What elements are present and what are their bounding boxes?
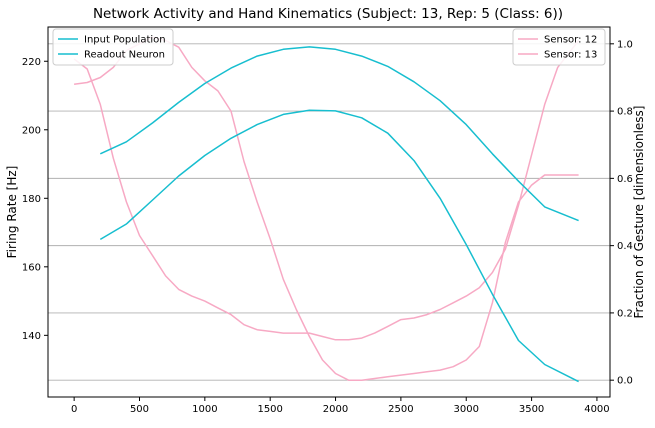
series-line-sensor-12 [73, 40, 580, 341]
legend-label-sensor-12: Sensor: 12 [544, 35, 597, 46]
y-left-tick-label: 160 [22, 262, 41, 273]
y-axis-right: 0.0 0.2 0.4 0.6 0.8 1.0 [610, 39, 633, 387]
x-axis: 0 500 1000 1500 2000 2500 3000 3500 4000 [71, 397, 610, 415]
legend-label-input-population: Input Population [84, 35, 166, 46]
plot-area [47, 26, 611, 398]
legend-right: Sensor: 12 Sensor: 13 [512, 28, 606, 66]
legend-box [52, 28, 174, 66]
y-axis-right-title: Fraction of Gesture [dimensionless] [632, 106, 646, 319]
x-tick-label: 0 [71, 404, 77, 415]
x-tick-label: 1000 [192, 404, 217, 415]
y-left-tick-label: 220 [22, 57, 41, 68]
chart-title: Network Activity and Hand Kinematics (Su… [93, 6, 563, 22]
x-tick-label: 500 [130, 404, 149, 415]
y-right-tick-label: 0.0 [617, 376, 633, 387]
legend-label-readout-neuron: Readout Neuron [84, 50, 165, 61]
y-right-tick-label: 1.0 [617, 39, 633, 50]
x-tick-label: 3500 [519, 404, 544, 415]
legend-label-sensor-13: Sensor: 13 [544, 50, 597, 61]
x-tick-label: 1500 [257, 404, 282, 415]
y-axis-left: 140 160 180 200 220 [22, 57, 48, 342]
x-tick-label: 3000 [454, 404, 479, 415]
y-left-tick-label: 200 [22, 125, 41, 136]
grid-lines [48, 43, 610, 381]
y-left-tick-label: 180 [22, 194, 41, 205]
y-right-tick-label: 0.4 [617, 241, 633, 252]
y-left-tick-label: 140 [22, 331, 41, 342]
y-right-tick-label: 0.8 [617, 107, 633, 118]
legend-box [512, 28, 606, 66]
series-line-readout-neuron [99, 109, 579, 383]
series-line-sensor-13 [74, 36, 579, 381]
y-right-tick-label: 0.2 [617, 308, 633, 319]
series-line-input-population [99, 46, 579, 222]
x-tick-label: 2500 [388, 404, 413, 415]
legend-left: Input Population Readout Neuron [52, 28, 174, 66]
series-lines [73, 36, 580, 383]
x-tick-label: 2000 [323, 404, 348, 415]
y-axis-left-title: Firing Rate [Hz] [5, 166, 19, 259]
x-tick-label: 4000 [584, 404, 609, 415]
y-right-tick-label: 0.6 [617, 174, 633, 185]
